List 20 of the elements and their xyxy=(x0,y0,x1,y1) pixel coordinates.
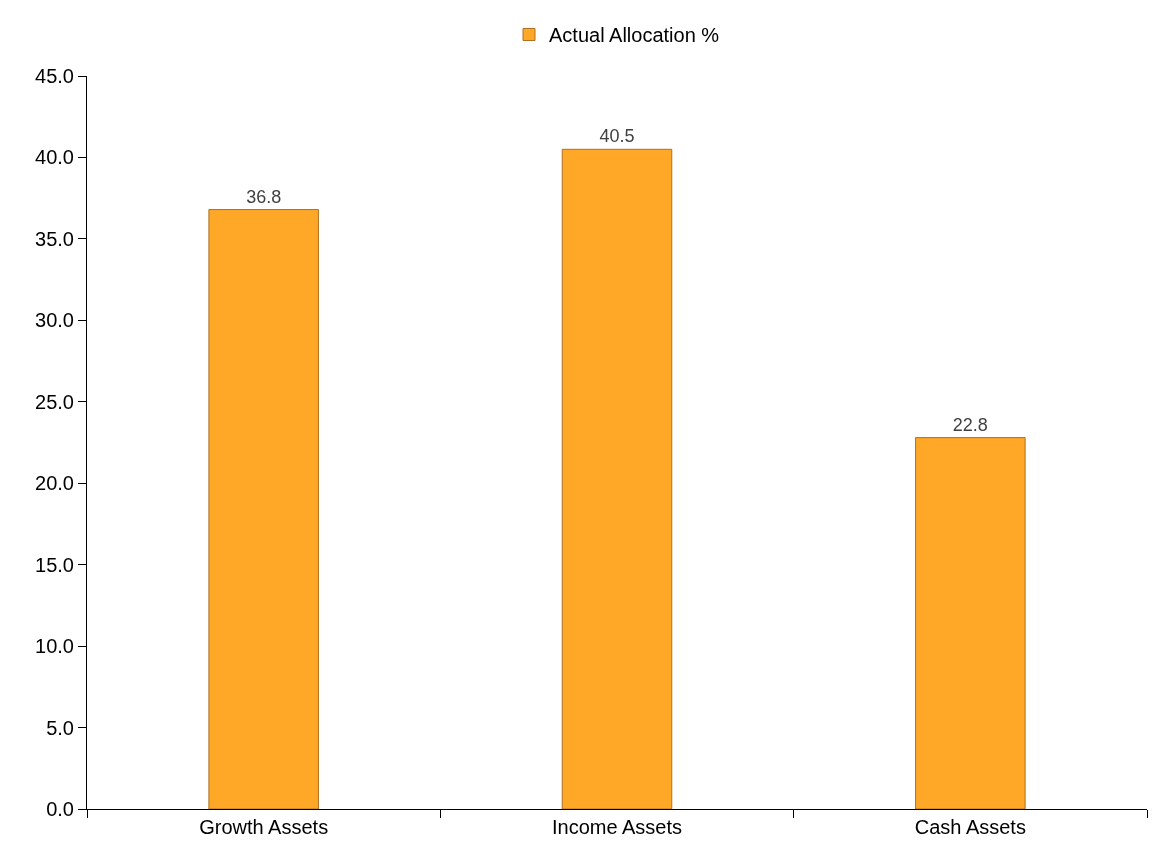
x-tick-label: Income Assets xyxy=(551,816,683,838)
y-tick-label: 0.0 xyxy=(46,798,74,820)
y-tick-label: 35.0 xyxy=(35,227,74,250)
data-label: 40.5 xyxy=(599,126,635,147)
y-tick-label: 20.0 xyxy=(35,472,74,495)
y-tick-label: 25.0 xyxy=(35,390,74,413)
y-tick-label: 5.0 xyxy=(46,716,74,739)
x-tick-label: Cash Assets xyxy=(914,816,1026,838)
y-tick-label: 40.0 xyxy=(35,146,74,169)
legend-label: Actual Allocation % xyxy=(549,24,720,47)
bar xyxy=(208,209,319,809)
y-tick-label: 30.0 xyxy=(35,309,74,332)
y-tick-label: 15.0 xyxy=(35,553,74,576)
x-tick-label: Growth Assets xyxy=(199,816,329,838)
y-tick-label: 45.0 xyxy=(35,65,74,87)
y-tick-label: 10.0 xyxy=(35,635,74,658)
data-label: 22.8 xyxy=(952,414,988,435)
bar xyxy=(915,437,1026,809)
bar xyxy=(561,148,673,809)
data-label: 36.8 xyxy=(246,186,282,207)
